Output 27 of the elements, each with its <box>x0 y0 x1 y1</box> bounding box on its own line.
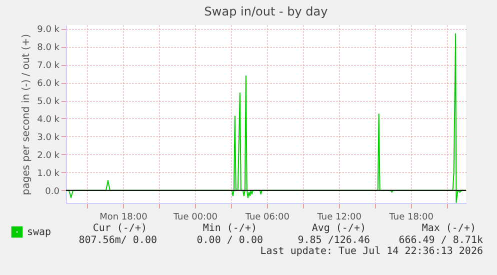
y-tick-label: 4.0 k <box>37 114 60 125</box>
y-tick-label: 8.0 k <box>37 43 60 54</box>
y-tick-label: 5.0 k <box>37 97 60 108</box>
y-tick-label: 9.0 k <box>37 25 60 36</box>
x-tick-label: Mon 18:00 <box>100 212 148 222</box>
y-axis-title: pages per second in (-) / out (+) <box>21 34 32 196</box>
text: Min (-/+) <box>202 223 257 234</box>
x-tick-label: Tue 12:00 <box>316 212 362 222</box>
text: Avg (-/+) <box>312 223 366 234</box>
y-tick-label: 0.0 <box>45 186 60 197</box>
x-tick-label: Tue 00:00 <box>172 212 218 222</box>
text: 9.85 /126.46 <box>298 235 370 246</box>
text: 666.49 / 8.71k <box>398 235 483 246</box>
text: Max (-/+) <box>422 223 476 234</box>
y-tick-label: 1.0 k <box>37 168 60 179</box>
y-tick-label: 6.0 k <box>37 79 60 90</box>
text: 0.00 / 0.00 <box>196 235 263 246</box>
x-tick-label: Tue 18:00 <box>388 212 434 222</box>
chart-title: Swap in/out - by day <box>204 4 328 19</box>
x-tick-label: Tue 06:00 <box>244 212 290 222</box>
text: Last update: Tue Jul 14 22:36:13 2026 <box>260 246 483 257</box>
y-tick-label: 2.0 k <box>37 150 60 161</box>
text: Cur (-/+) <box>92 223 147 234</box>
y-tick-label: 7.0 k <box>37 61 60 72</box>
text: 807.56m/ 0.00 <box>78 235 157 246</box>
legend-label: swap <box>27 227 52 238</box>
y-tick-label: 3.0 k <box>37 132 60 143</box>
